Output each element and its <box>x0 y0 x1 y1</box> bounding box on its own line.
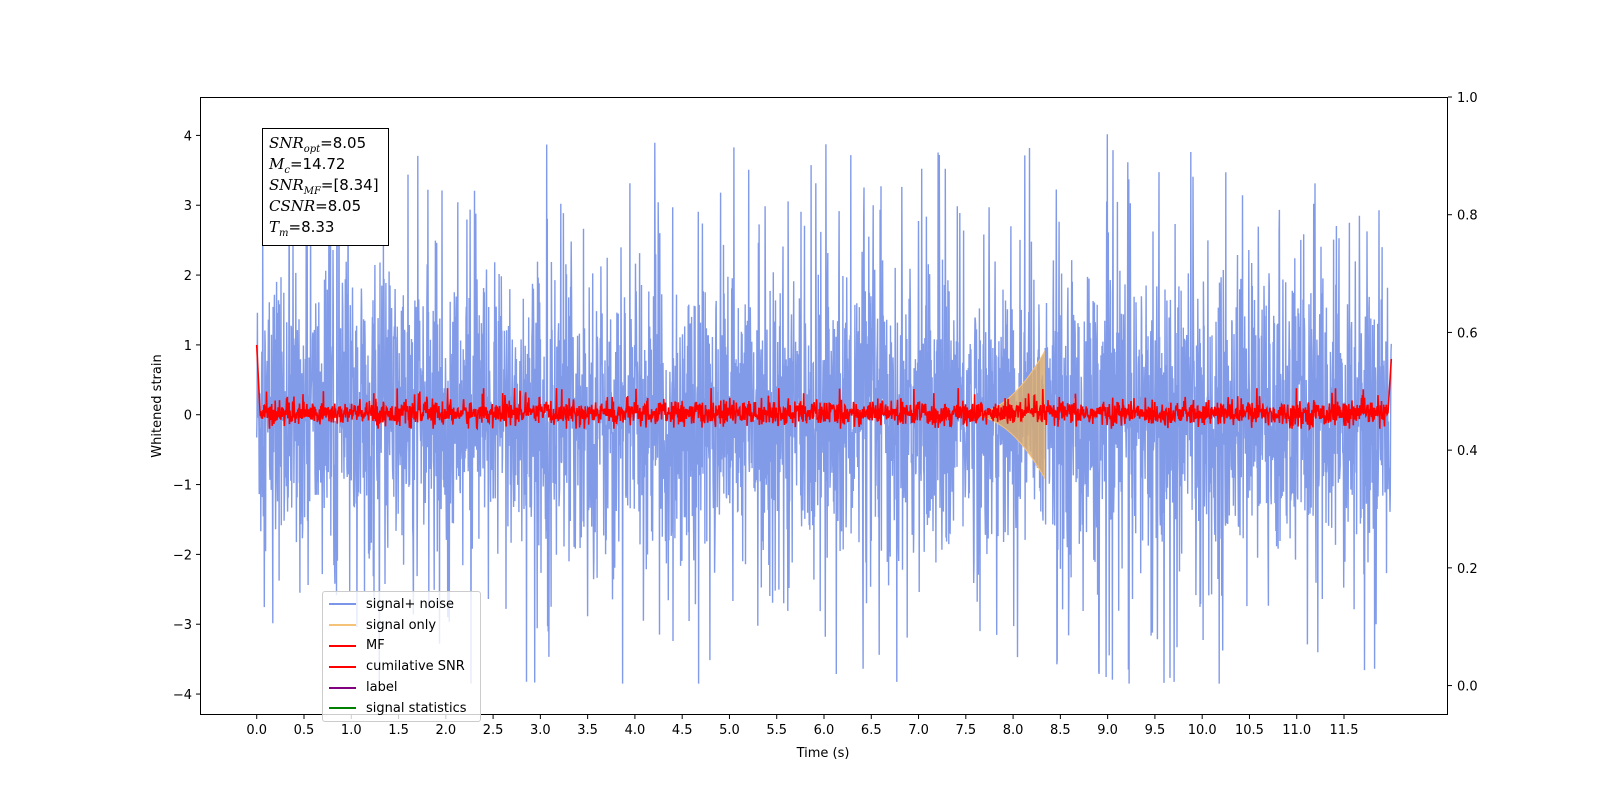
y-left-tick-label: 4 <box>184 129 192 144</box>
legend-item-signal-noise: signal+ noise <box>323 594 480 615</box>
y-right-tick-label: 1.0 <box>1457 91 1478 106</box>
x-tick-label: 10.0 <box>1188 723 1217 738</box>
y-left-tick-label: 0 <box>184 409 192 424</box>
y-left-tick-label: −4 <box>173 688 192 703</box>
x-tick-label: 8.5 <box>1050 723 1071 738</box>
legend-swatch <box>329 624 356 627</box>
y-right-tick-label: 0.8 <box>1457 209 1478 224</box>
legend-swatch <box>329 603 356 606</box>
x-axis-label: Time (s) <box>796 746 850 761</box>
x-tick-label: 3.5 <box>577 723 598 738</box>
x-tick-label: 0.0 <box>246 723 267 738</box>
x-tick-label: 3.0 <box>530 723 551 738</box>
legend-item-cumulative-snr: cumilative SNR <box>323 656 480 677</box>
legend-item-label: label <box>323 677 480 698</box>
y-right-tick-label: 0.0 <box>1457 680 1478 695</box>
tm-annotation: Tm=8.33 <box>269 218 335 239</box>
csnr-annotation: CSNR=8.05 <box>269 197 362 215</box>
x-tick-label: 6.5 <box>861 723 882 738</box>
legend-swatch <box>329 665 356 668</box>
x-tick-label: 11.0 <box>1282 723 1311 738</box>
legend: signal+ noise signal only MF cumilative … <box>322 591 481 722</box>
x-tick-label: 4.5 <box>672 723 693 738</box>
x-tick-label: 5.5 <box>766 723 787 738</box>
mc-annotation: Mc=14.72 <box>269 155 346 176</box>
x-tick-label: 6.0 <box>814 723 835 738</box>
x-tick-label: 11.5 <box>1330 723 1359 738</box>
legend-swatch <box>329 686 356 689</box>
series-mf <box>255 344 1393 431</box>
snr-mf-annotation: SNRMF=[8.34] <box>269 176 379 197</box>
x-tick-label: 1.0 <box>341 723 362 738</box>
y-right-tick-label: 0.2 <box>1457 562 1478 577</box>
plot-frame <box>200 97 1448 715</box>
legend-item-signal-only: signal only <box>323 615 480 636</box>
x-tick-label: 10.5 <box>1235 723 1264 738</box>
legend-swatch <box>329 644 356 647</box>
x-tick-label: 2.5 <box>483 723 504 738</box>
y-left-tick-label: −2 <box>173 548 192 563</box>
y-axis-label: Whitened strain <box>150 354 165 457</box>
y-left-tick-label: 2 <box>184 269 192 284</box>
y-left-tick-label: 3 <box>184 199 192 214</box>
y-right-tick-label: 0.6 <box>1457 326 1478 341</box>
y-left-tick-label: −3 <box>173 618 192 633</box>
legend-swatch <box>329 707 356 710</box>
legend-item-mf: MF <box>323 636 480 657</box>
x-tick-label: 7.0 <box>908 723 929 738</box>
x-tick-label: 7.5 <box>955 723 976 738</box>
x-tick-label: 5.0 <box>719 723 740 738</box>
stats-annotation-box: SNRopt=8.05 Mc=14.72 SNRMF=[8.34] CSNR=8… <box>262 128 389 246</box>
legend-item-signal-statistics: signal statistics <box>323 698 480 719</box>
x-tick-label: 0.5 <box>294 723 315 738</box>
x-tick-label: 4.0 <box>625 723 646 738</box>
x-tick-label: 8.0 <box>1003 723 1024 738</box>
x-tick-label: 9.0 <box>1097 723 1118 738</box>
x-tick-label: 9.5 <box>1145 723 1166 738</box>
y-left-tick-label: 1 <box>184 339 192 354</box>
snr-opt-annotation: SNRopt=8.05 <box>269 134 367 155</box>
x-tick-label: 1.5 <box>388 723 409 738</box>
y-left-tick-label: −1 <box>173 479 192 494</box>
x-tick-label: 2.0 <box>435 723 456 738</box>
y-right-tick-label: 0.4 <box>1457 444 1478 459</box>
